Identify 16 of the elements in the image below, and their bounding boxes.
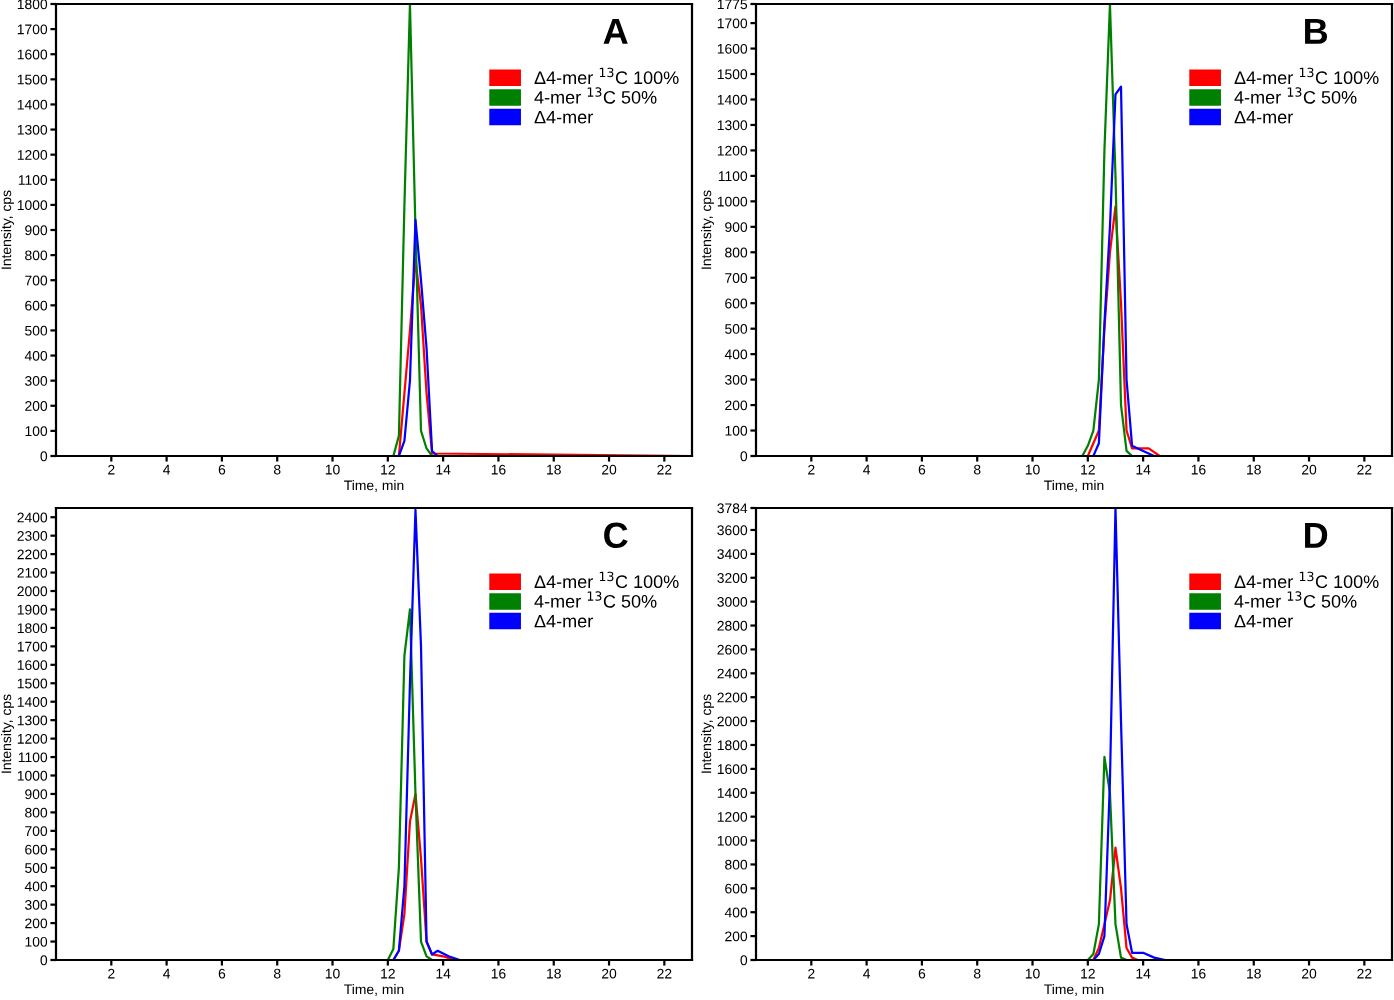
chart-title: D xyxy=(1305,522,1328,548)
chart-title: C xyxy=(604,522,628,549)
legend-label: Δ4-mer $^{13}$C 100% xyxy=(534,67,679,85)
legend-label: Δ4-mer $^{13}$C 100% xyxy=(1234,571,1379,589)
legend-label: Δ4-mer $^{13}$C 100% xyxy=(534,571,679,589)
legend-label: 4-mer $^{13}$C 50% xyxy=(1234,87,1357,104)
legend-label: 4-mer $^{13}$C 50% xyxy=(534,591,657,608)
legend-label: Δ4-mer $^{13}$C 100% xyxy=(1234,67,1379,85)
legend-label: 4-mer $^{13}$C 50% xyxy=(1234,591,1357,608)
legend-label: Δ4-mer xyxy=(534,614,593,628)
legend-label: Δ4-mer xyxy=(534,110,593,124)
chart-title: A xyxy=(603,18,628,44)
legend-label: 4-mer $^{13}$C 50% xyxy=(534,87,657,104)
legend-label: Δ4-mer xyxy=(1234,614,1293,628)
chart-title: B xyxy=(1305,18,1328,44)
legend-label: Δ4-mer xyxy=(1234,110,1293,124)
